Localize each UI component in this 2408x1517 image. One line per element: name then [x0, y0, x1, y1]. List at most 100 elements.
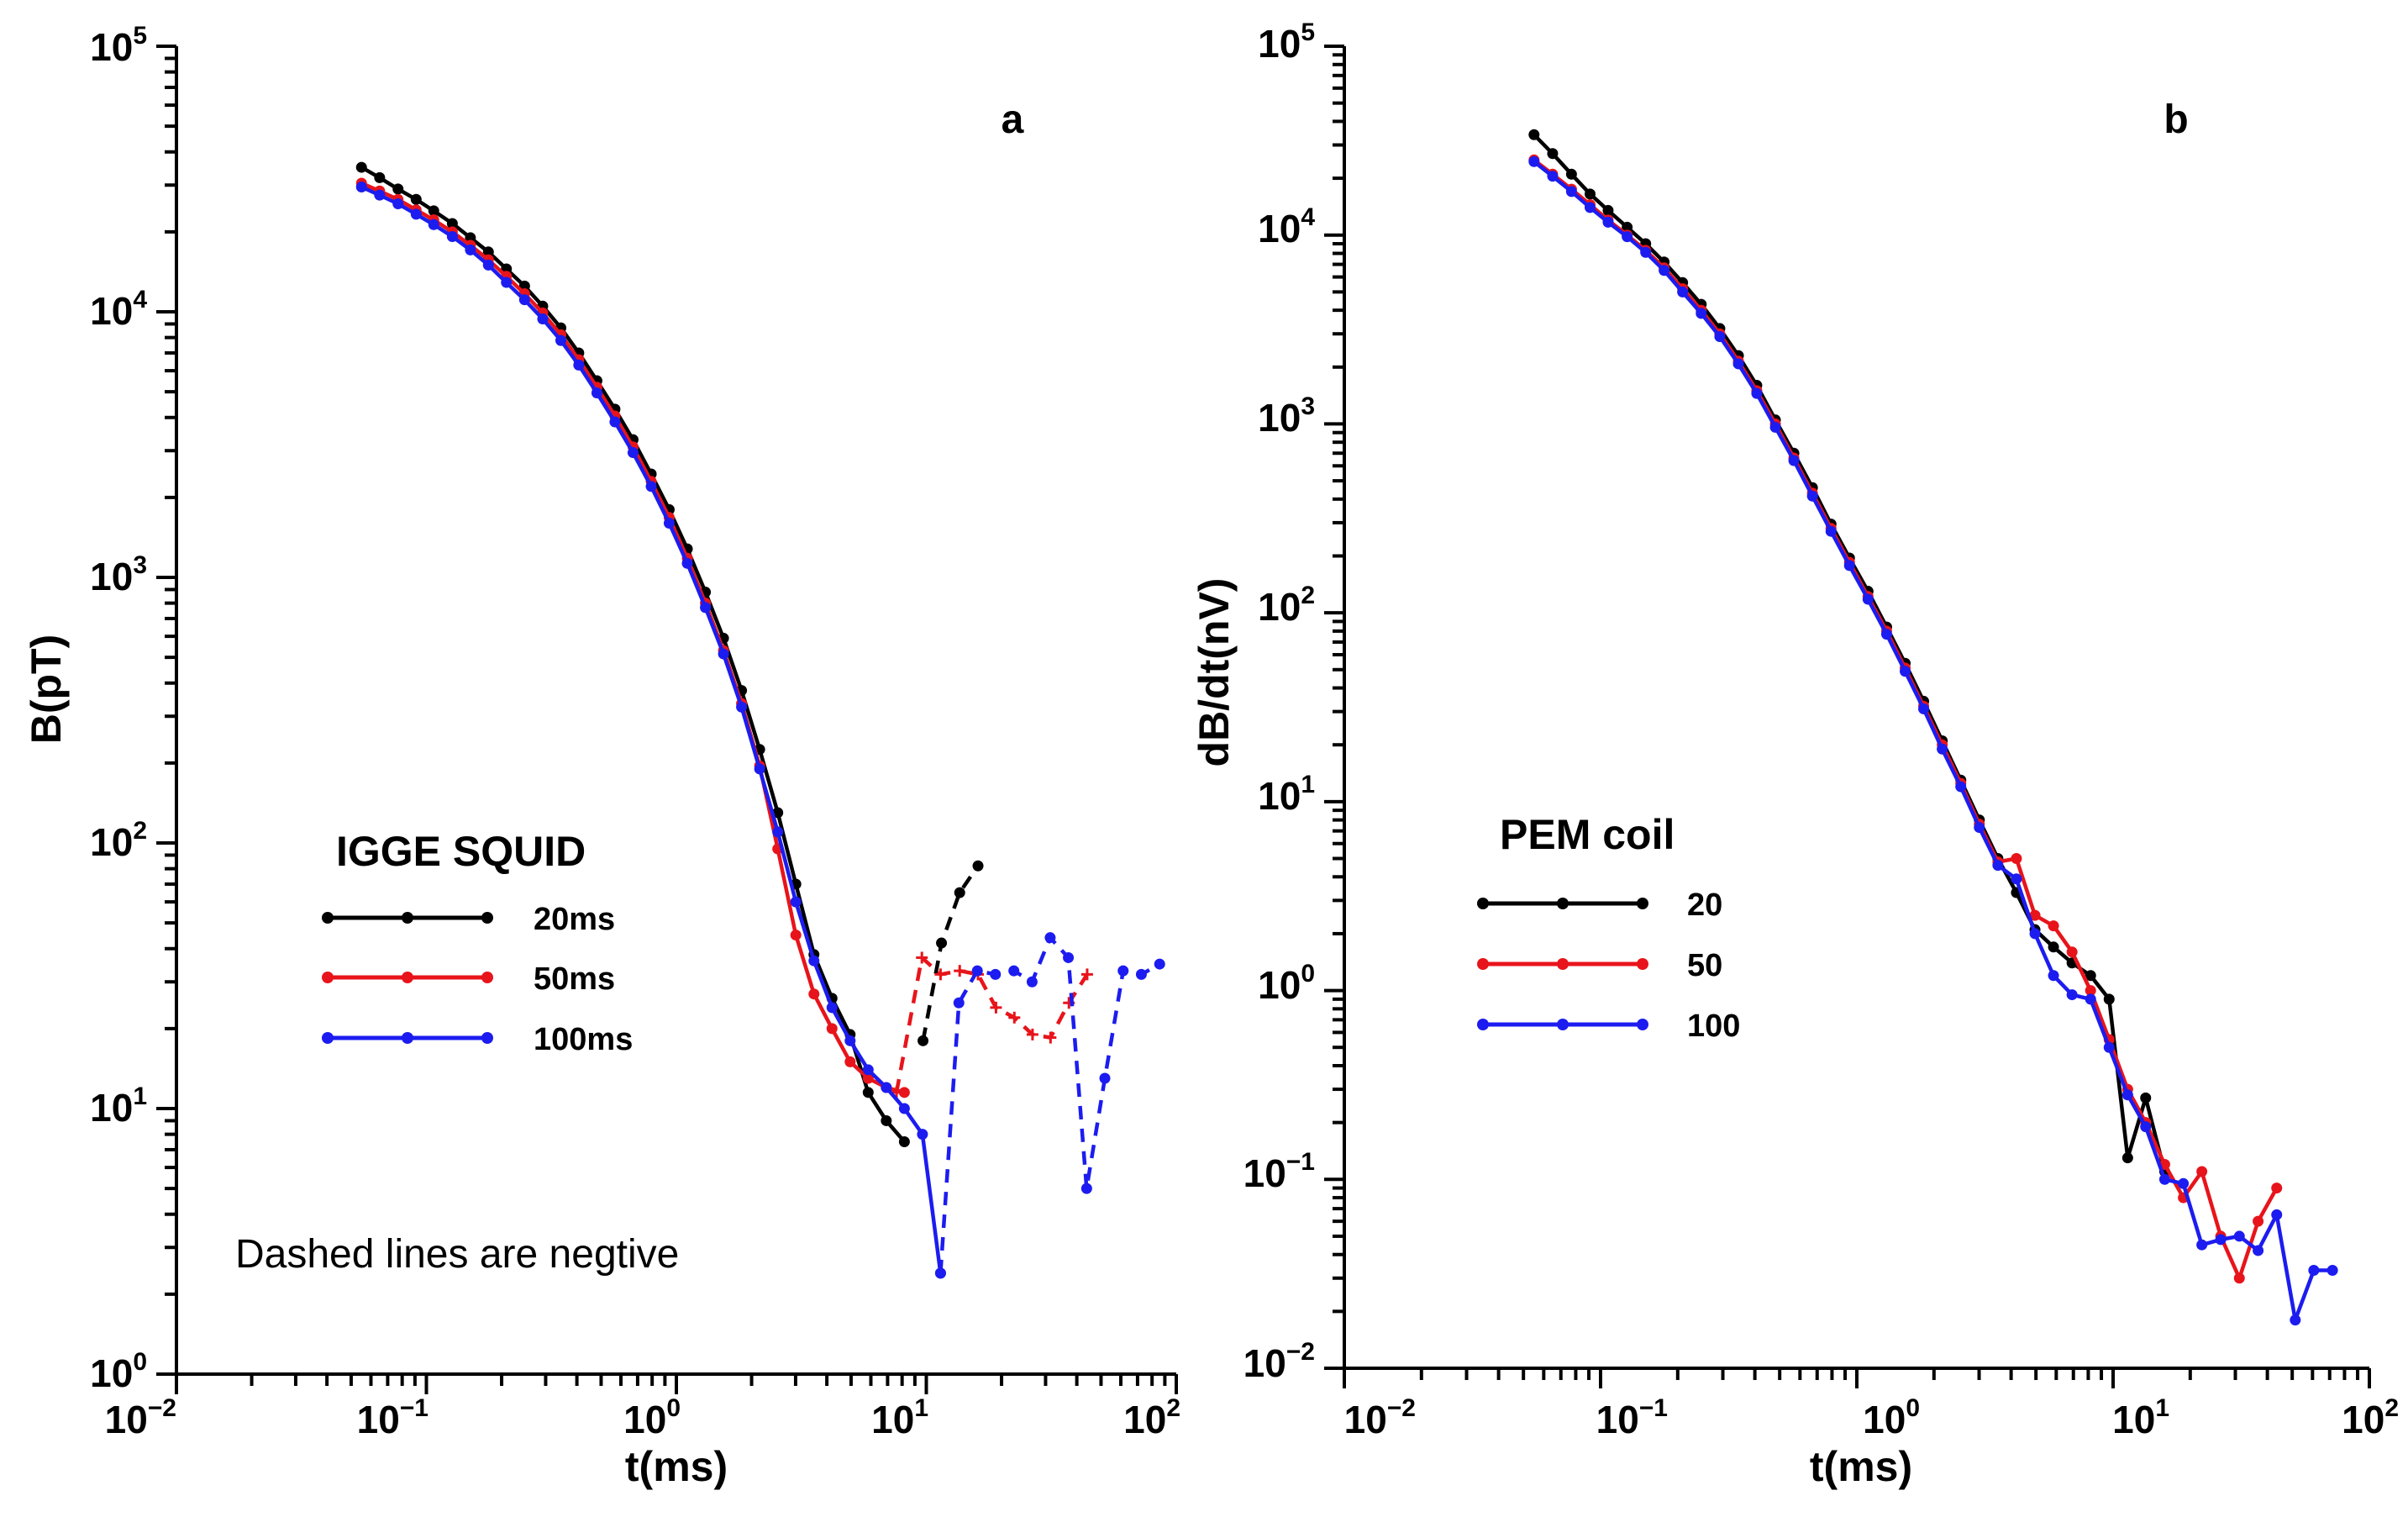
data-point: [2233, 1272, 2245, 1284]
data-point: [609, 416, 621, 428]
data-point: [410, 193, 422, 205]
data-point: [465, 244, 476, 255]
data-point: [1547, 148, 1559, 160]
panel-a-x-tick-labels: 10−2 10−1 100 101 102: [105, 1394, 1180, 1441]
data-point: [826, 1023, 838, 1035]
data-point: [1585, 202, 1596, 213]
data-point: [898, 1135, 910, 1147]
data-point: [754, 763, 765, 775]
panel-b-letter: b: [2164, 97, 2188, 142]
panel-a-x-axis-title: t(ms): [625, 1443, 728, 1490]
data-point: [1044, 1031, 1057, 1044]
data-point: [428, 205, 439, 217]
panel-a-legend: IGGE SQUID 20ms 50ms 100ms: [322, 828, 633, 1057]
legend-label: 20: [1687, 888, 1722, 923]
y-tick-label: 101: [1258, 771, 1315, 818]
legend-marker: [481, 912, 493, 924]
chart-panel-a: 10−2 10−1 100 101 102 100 101 102 103 10…: [23, 22, 1180, 1490]
data-point: [936, 937, 948, 949]
data-point: [591, 387, 602, 399]
data-point: [862, 1087, 874, 1098]
data-point: [1008, 965, 1020, 977]
data-point: [808, 988, 820, 1000]
data-point: [1026, 976, 1038, 988]
x-tick-label: 101: [2112, 1394, 2169, 1441]
legend-marker: [1637, 898, 1648, 909]
data-point: [2290, 1314, 2301, 1326]
panel-b-y-axis-title: dB/dt(nV): [1191, 578, 1238, 767]
data-point: [627, 447, 639, 459]
data-point: [428, 219, 439, 230]
legend-marker: [1557, 898, 1569, 909]
data-point: [916, 951, 928, 964]
data-point: [1974, 822, 1985, 834]
data-point: [374, 189, 386, 201]
legend-label: 50: [1687, 948, 1722, 983]
data-point: [1714, 331, 1726, 343]
y-tick-label: 103: [90, 551, 147, 598]
data-point: [1751, 387, 1763, 399]
y-tick-label: 102: [1258, 582, 1315, 629]
data-point: [2233, 1230, 2245, 1242]
data-point: [1565, 186, 1577, 198]
data-point: [2066, 946, 2078, 958]
legend-entry-100: 100: [1477, 1009, 1740, 1044]
data-point: [573, 359, 585, 371]
data-point: [736, 701, 748, 713]
y-tick-label: 102: [90, 817, 147, 864]
data-point: [1154, 958, 1165, 970]
data-point: [881, 1114, 892, 1126]
legend-label: 20ms: [534, 902, 615, 937]
data-point: [2085, 970, 2096, 982]
legend-entry-50ms: 50ms: [322, 961, 615, 997]
data-point: [2066, 989, 2078, 1001]
x-tick-label: 10−2: [1344, 1394, 1416, 1441]
x-tick-label: 102: [1123, 1394, 1180, 1441]
panel-a-letter: a: [1002, 97, 1024, 142]
data-point: [1528, 155, 1540, 167]
y-tick-label: 105: [1258, 18, 1315, 66]
data-point: [374, 171, 386, 183]
data-point: [1696, 308, 1707, 319]
data-point: [1640, 246, 1652, 258]
data-point: [1117, 965, 1129, 977]
y-tick-label: 100: [90, 1348, 147, 1395]
data-point: [663, 517, 675, 529]
data-point: [2158, 1173, 2170, 1185]
legend-marker: [1637, 958, 1648, 970]
legend-marker: [481, 972, 493, 983]
legend-label: 100ms: [534, 1022, 633, 1057]
series-line-20: [1533, 133, 2167, 1172]
panel-a-ticks: [156, 45, 1178, 1394]
data-point: [537, 313, 549, 324]
y-tick-label: 10−2: [1243, 1338, 1315, 1385]
data-point: [844, 1035, 856, 1046]
legend-entry-20: 20: [1477, 888, 1722, 923]
y-tick-label: 100: [1258, 960, 1315, 1007]
data-point: [971, 965, 983, 977]
data-point: [1622, 231, 1633, 243]
panel-b-ticks: [1324, 45, 2371, 1388]
data-point: [990, 1001, 1002, 1014]
data-point: [392, 198, 404, 210]
legend-marker: [402, 912, 413, 924]
data-point: [1659, 265, 1670, 277]
data-point: [972, 860, 984, 872]
data-point: [1769, 421, 1781, 433]
panel-a-series: [355, 161, 1165, 1279]
legend-label: 50ms: [534, 961, 615, 997]
data-point: [1063, 951, 1075, 963]
data-point: [392, 183, 404, 195]
data-point: [772, 807, 784, 819]
data-point: [1080, 1183, 1092, 1194]
x-tick-label: 10−1: [1596, 1394, 1668, 1441]
data-point: [2271, 1183, 2283, 1194]
data-point: [1918, 703, 1930, 714]
series-line-20ms: [360, 166, 907, 1143]
data-point: [645, 481, 657, 492]
legend-marker: [402, 1032, 413, 1044]
data-point: [355, 182, 367, 193]
data-point: [681, 557, 693, 569]
data-point: [1099, 1072, 1111, 1084]
data-point: [844, 1056, 856, 1067]
